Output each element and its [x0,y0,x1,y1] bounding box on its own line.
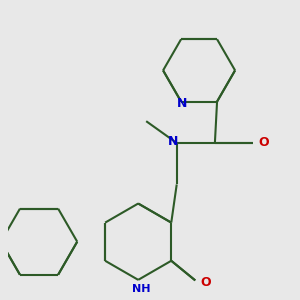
Text: NH: NH [132,284,151,294]
Text: N: N [168,135,178,148]
Text: O: O [259,136,269,149]
Text: O: O [201,276,211,289]
Text: N: N [177,97,188,110]
